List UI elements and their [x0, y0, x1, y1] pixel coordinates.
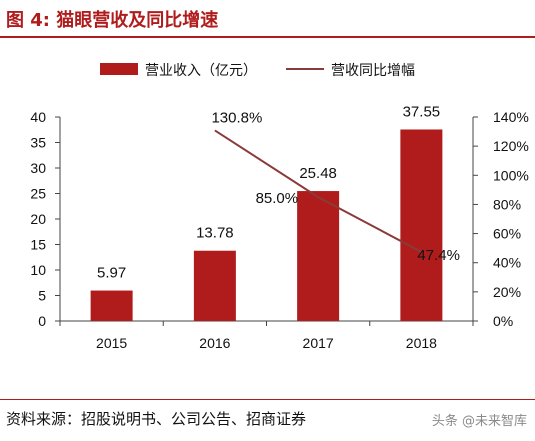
growth-value-label: 130.8%: [211, 109, 262, 126]
left-tick-label: 5: [38, 288, 46, 304]
line-series: [214, 129, 422, 253]
x-tick-label: 2015: [96, 335, 127, 351]
x-tick-label: 2016: [199, 335, 230, 351]
revenue-bar: [297, 191, 340, 321]
left-tick-label: 20: [30, 211, 46, 227]
chart-legend: 营业收入（亿元） 营收同比增幅: [100, 63, 415, 79]
right-axis: 0% 20% 40% 60% 80% 100% 120% 140%: [472, 109, 529, 329]
source-rule: [0, 399, 535, 400]
bar-value-label: 5.97: [97, 265, 126, 282]
bar-value-label: 25.48: [299, 165, 337, 182]
revenue-bar: [193, 250, 236, 321]
legend-line-label: 营收同比增幅: [331, 63, 415, 79]
left-tick-label: 35: [30, 135, 46, 151]
right-tick-label: 80%: [493, 196, 521, 212]
right-tick-label: 60%: [493, 226, 521, 242]
right-tick-label: 40%: [493, 255, 521, 271]
x-axis: 2015 2016 2017 2018: [59, 320, 474, 351]
bar-value-label: 37.55: [403, 103, 441, 120]
growth-value-label: 47.4%: [417, 247, 460, 264]
legend-bar-label: 营业收入（亿元）: [145, 63, 257, 79]
right-tick-label: 20%: [493, 284, 521, 300]
left-tick-label: 15: [30, 237, 46, 253]
revenue-bar: [90, 290, 133, 321]
data-labels: 5.97 13.78 25.48 37.55 130.8% 85.0% 47.4%: [97, 103, 460, 281]
right-tick-label: 140%: [493, 109, 529, 125]
right-tick-label: 120%: [493, 138, 529, 154]
figure-title: 图 4: 猫眼营收及同比增速: [6, 10, 219, 31]
revenue-bar: [400, 129, 443, 321]
right-tick-label: 0%: [493, 313, 513, 329]
bar-value-label: 13.78: [196, 225, 234, 242]
growth-value-label: 85.0%: [256, 190, 299, 207]
growth-line: [214, 129, 422, 253]
bar-series: [90, 129, 443, 321]
right-tick-label: 100%: [493, 167, 529, 183]
revenue-chart: 营业收入（亿元） 营收同比增幅 0 5 10 15 20 25 30 35 40 0% 20% 40%…: [30, 63, 529, 351]
x-tick-label: 2018: [406, 335, 437, 351]
left-tick-label: 30: [30, 160, 46, 176]
title-rule: [0, 36, 535, 38]
left-tick-label: 25: [30, 186, 46, 202]
left-tick-label: 10: [30, 262, 46, 278]
left-axis: 0 5 10 15 20 25 30 35 40: [30, 109, 61, 329]
source-note: 资料来源：招股说明书、公司公告、招商证券: [6, 410, 307, 428]
x-tick-label: 2017: [303, 335, 334, 351]
left-tick-label: 40: [30, 109, 46, 125]
legend-bar-swatch: [100, 63, 138, 75]
watermark: 头条 @未来智库: [431, 414, 527, 429]
left-tick-label: 0: [38, 313, 46, 329]
